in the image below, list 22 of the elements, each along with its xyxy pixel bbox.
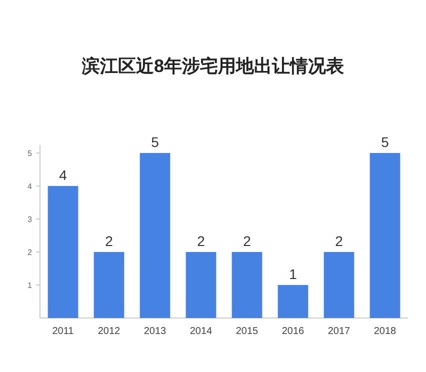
data-label: 1 (289, 266, 298, 282)
x-tick-label: 2011 (52, 326, 74, 337)
x-tick-label: 2015 (236, 326, 259, 337)
y-tick-label: 4 (28, 182, 33, 191)
data-label: 5 (381, 134, 390, 150)
x-tick-label: 2014 (190, 326, 213, 337)
data-label: 5 (151, 134, 160, 150)
x-tick-label: 2016 (282, 326, 305, 337)
x-tick-label: 2017 (328, 326, 351, 337)
x-tick-label: 2013 (144, 326, 167, 337)
x-tick-label: 2018 (374, 326, 397, 337)
data-label: 2 (197, 233, 206, 249)
data-label: 2 (243, 233, 252, 249)
y-tick-label: 5 (28, 149, 33, 158)
data-label: 2 (105, 233, 114, 249)
data-label: 2 (335, 233, 344, 249)
title: 滨江区近8年涉宅用地出让情况表 (82, 56, 344, 76)
x-tick-label: 2012 (98, 326, 121, 337)
y-tick-label: 2 (28, 248, 33, 257)
data-label: 4 (59, 167, 68, 183)
y-tick-label: 1 (28, 281, 33, 290)
y-tick-label: 3 (28, 215, 33, 224)
